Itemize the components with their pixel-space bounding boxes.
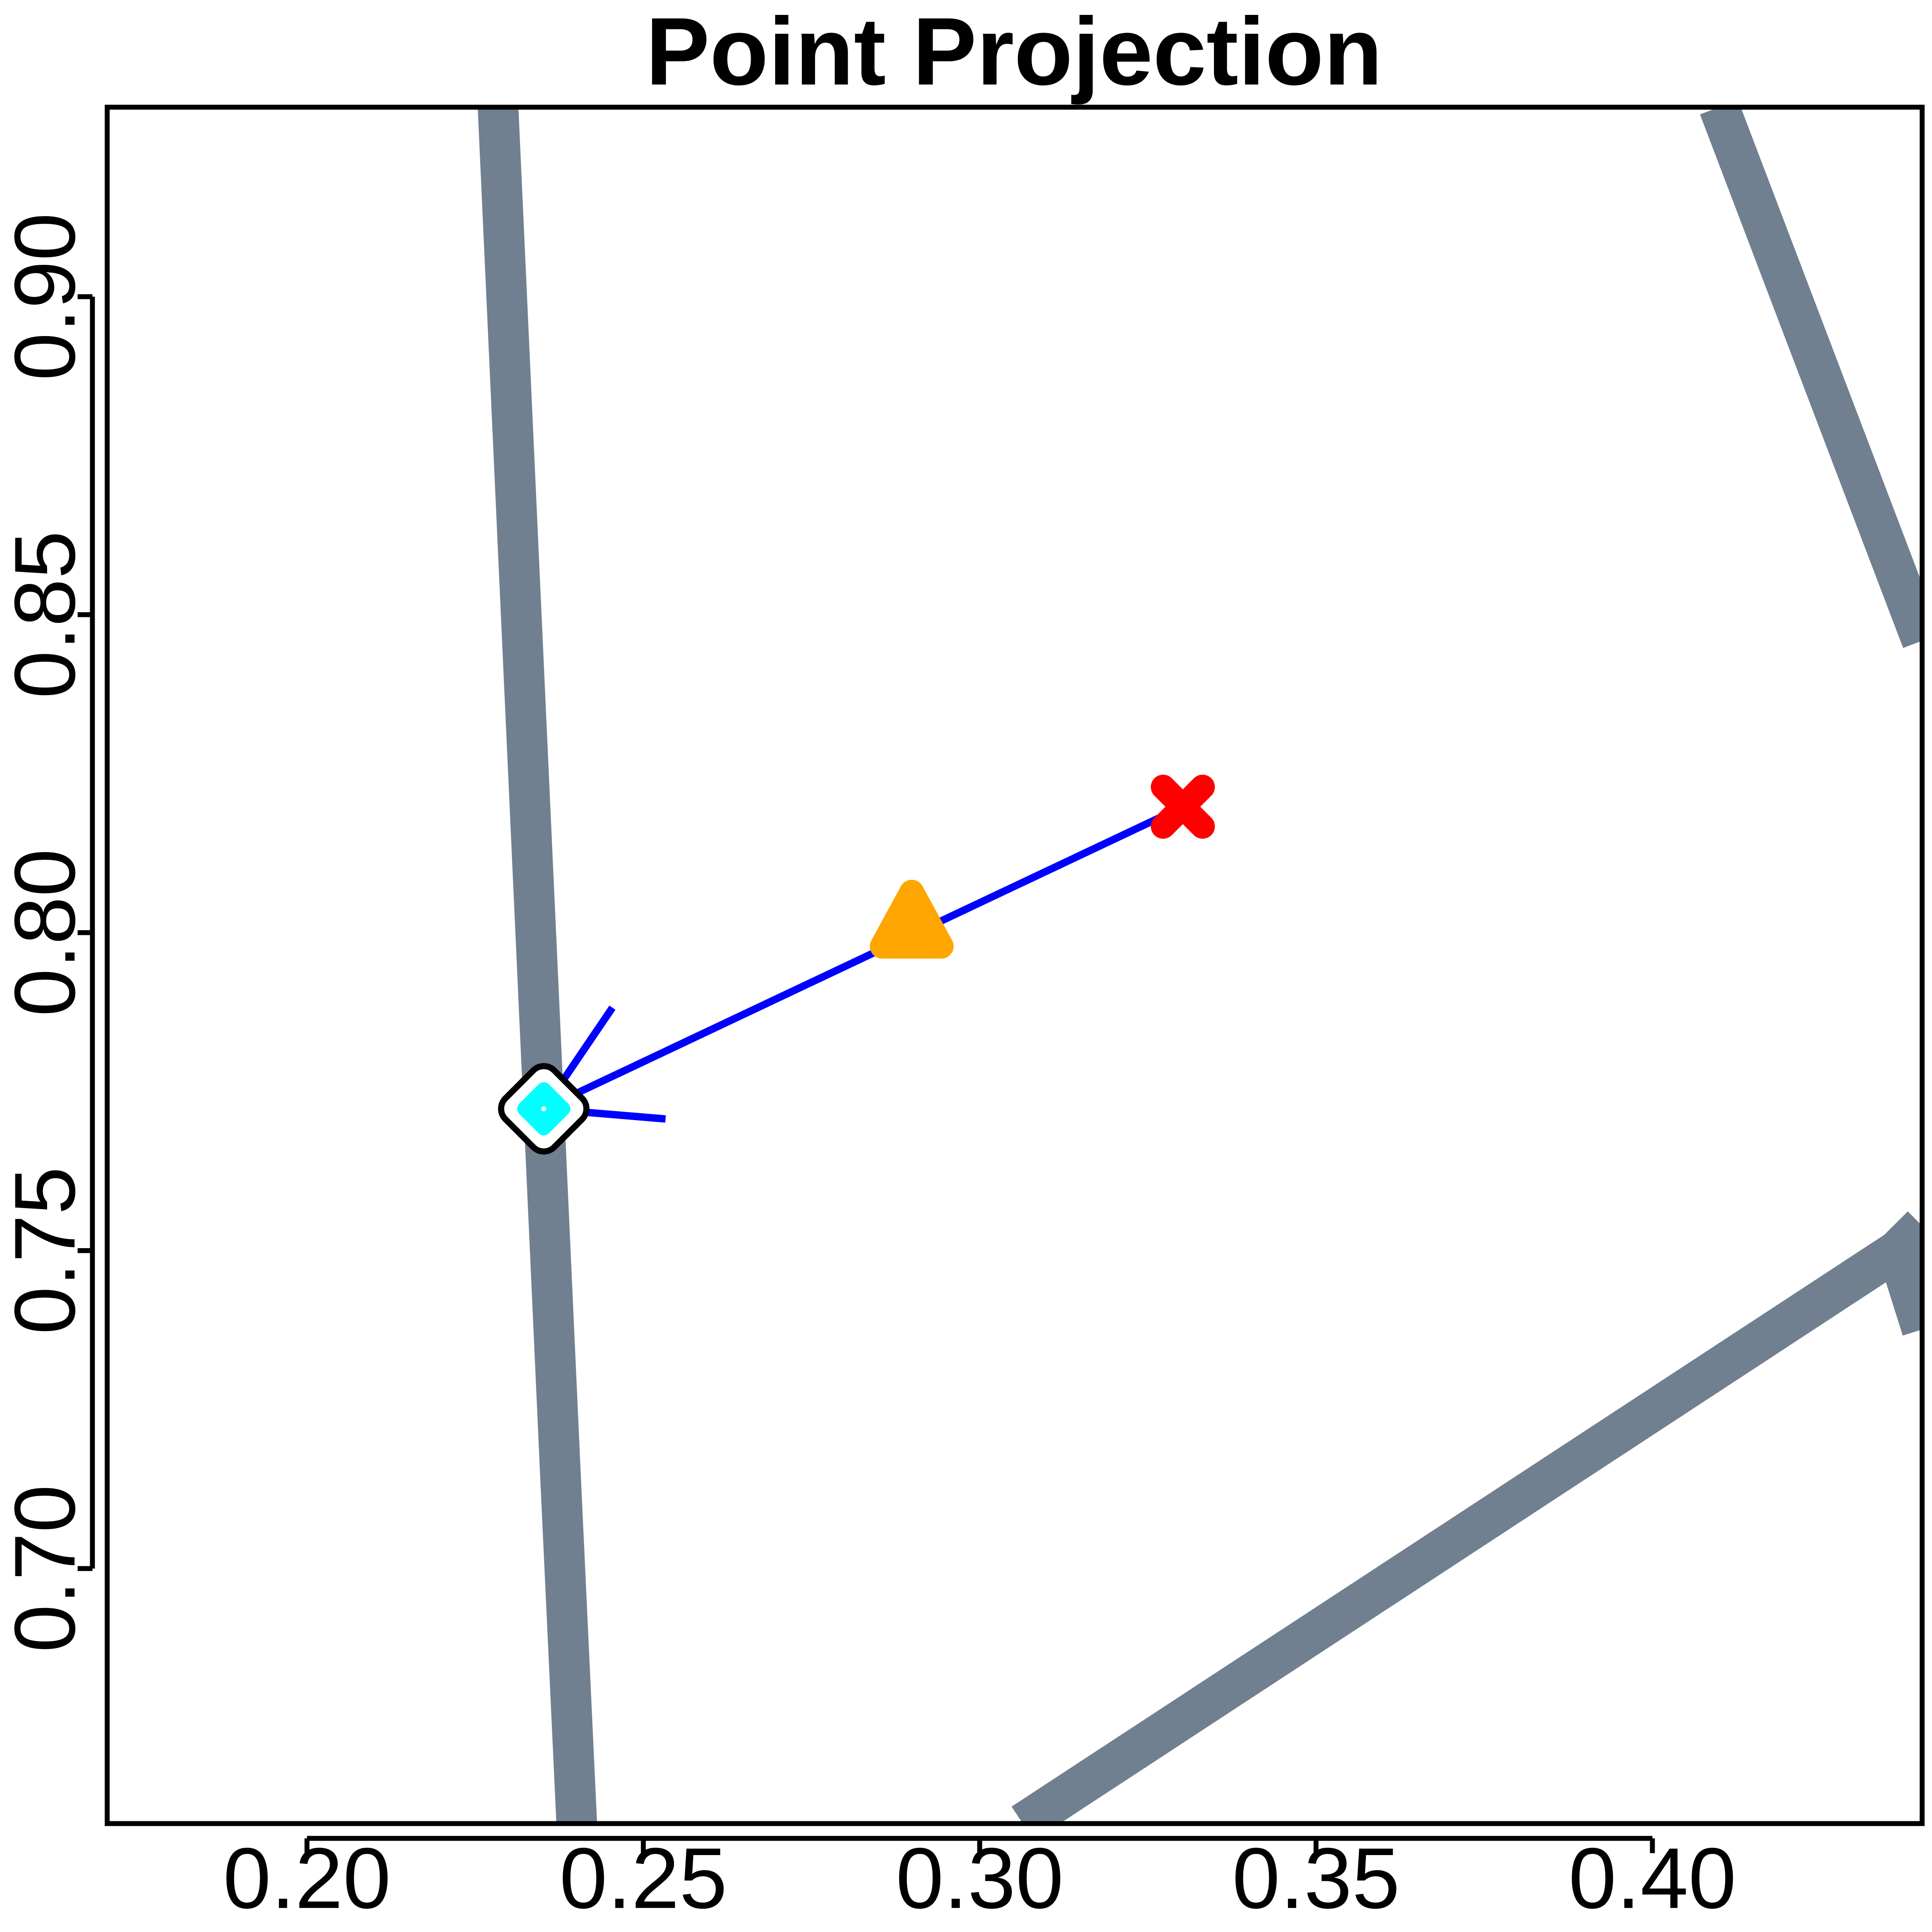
y-tick-label: 0.85 xyxy=(0,531,93,699)
chart-title: Point Projection xyxy=(646,0,1383,105)
y-tick-label: 0.70 xyxy=(0,1485,93,1653)
x-tick-label: 0.35 xyxy=(1232,1830,1400,1926)
plot-area xyxy=(477,107,1922,1824)
point-triangle xyxy=(870,879,954,959)
point-diamond xyxy=(498,1063,590,1155)
plot-frame xyxy=(105,105,1925,1826)
x-tick-label: 0.30 xyxy=(896,1830,1063,1926)
y-tick-label: 0.90 xyxy=(0,213,93,381)
line xyxy=(477,107,1922,1824)
y-tick-label: 0.75 xyxy=(0,1167,93,1335)
x-tick-label: 0.20 xyxy=(223,1830,391,1926)
diamond-center xyxy=(541,1106,547,1111)
y-tick-label: 0.80 xyxy=(0,849,93,1017)
x-tick-label: 0.40 xyxy=(1569,1830,1736,1926)
x-tick-label: 0.25 xyxy=(559,1830,727,1926)
point-cross xyxy=(1151,774,1215,839)
